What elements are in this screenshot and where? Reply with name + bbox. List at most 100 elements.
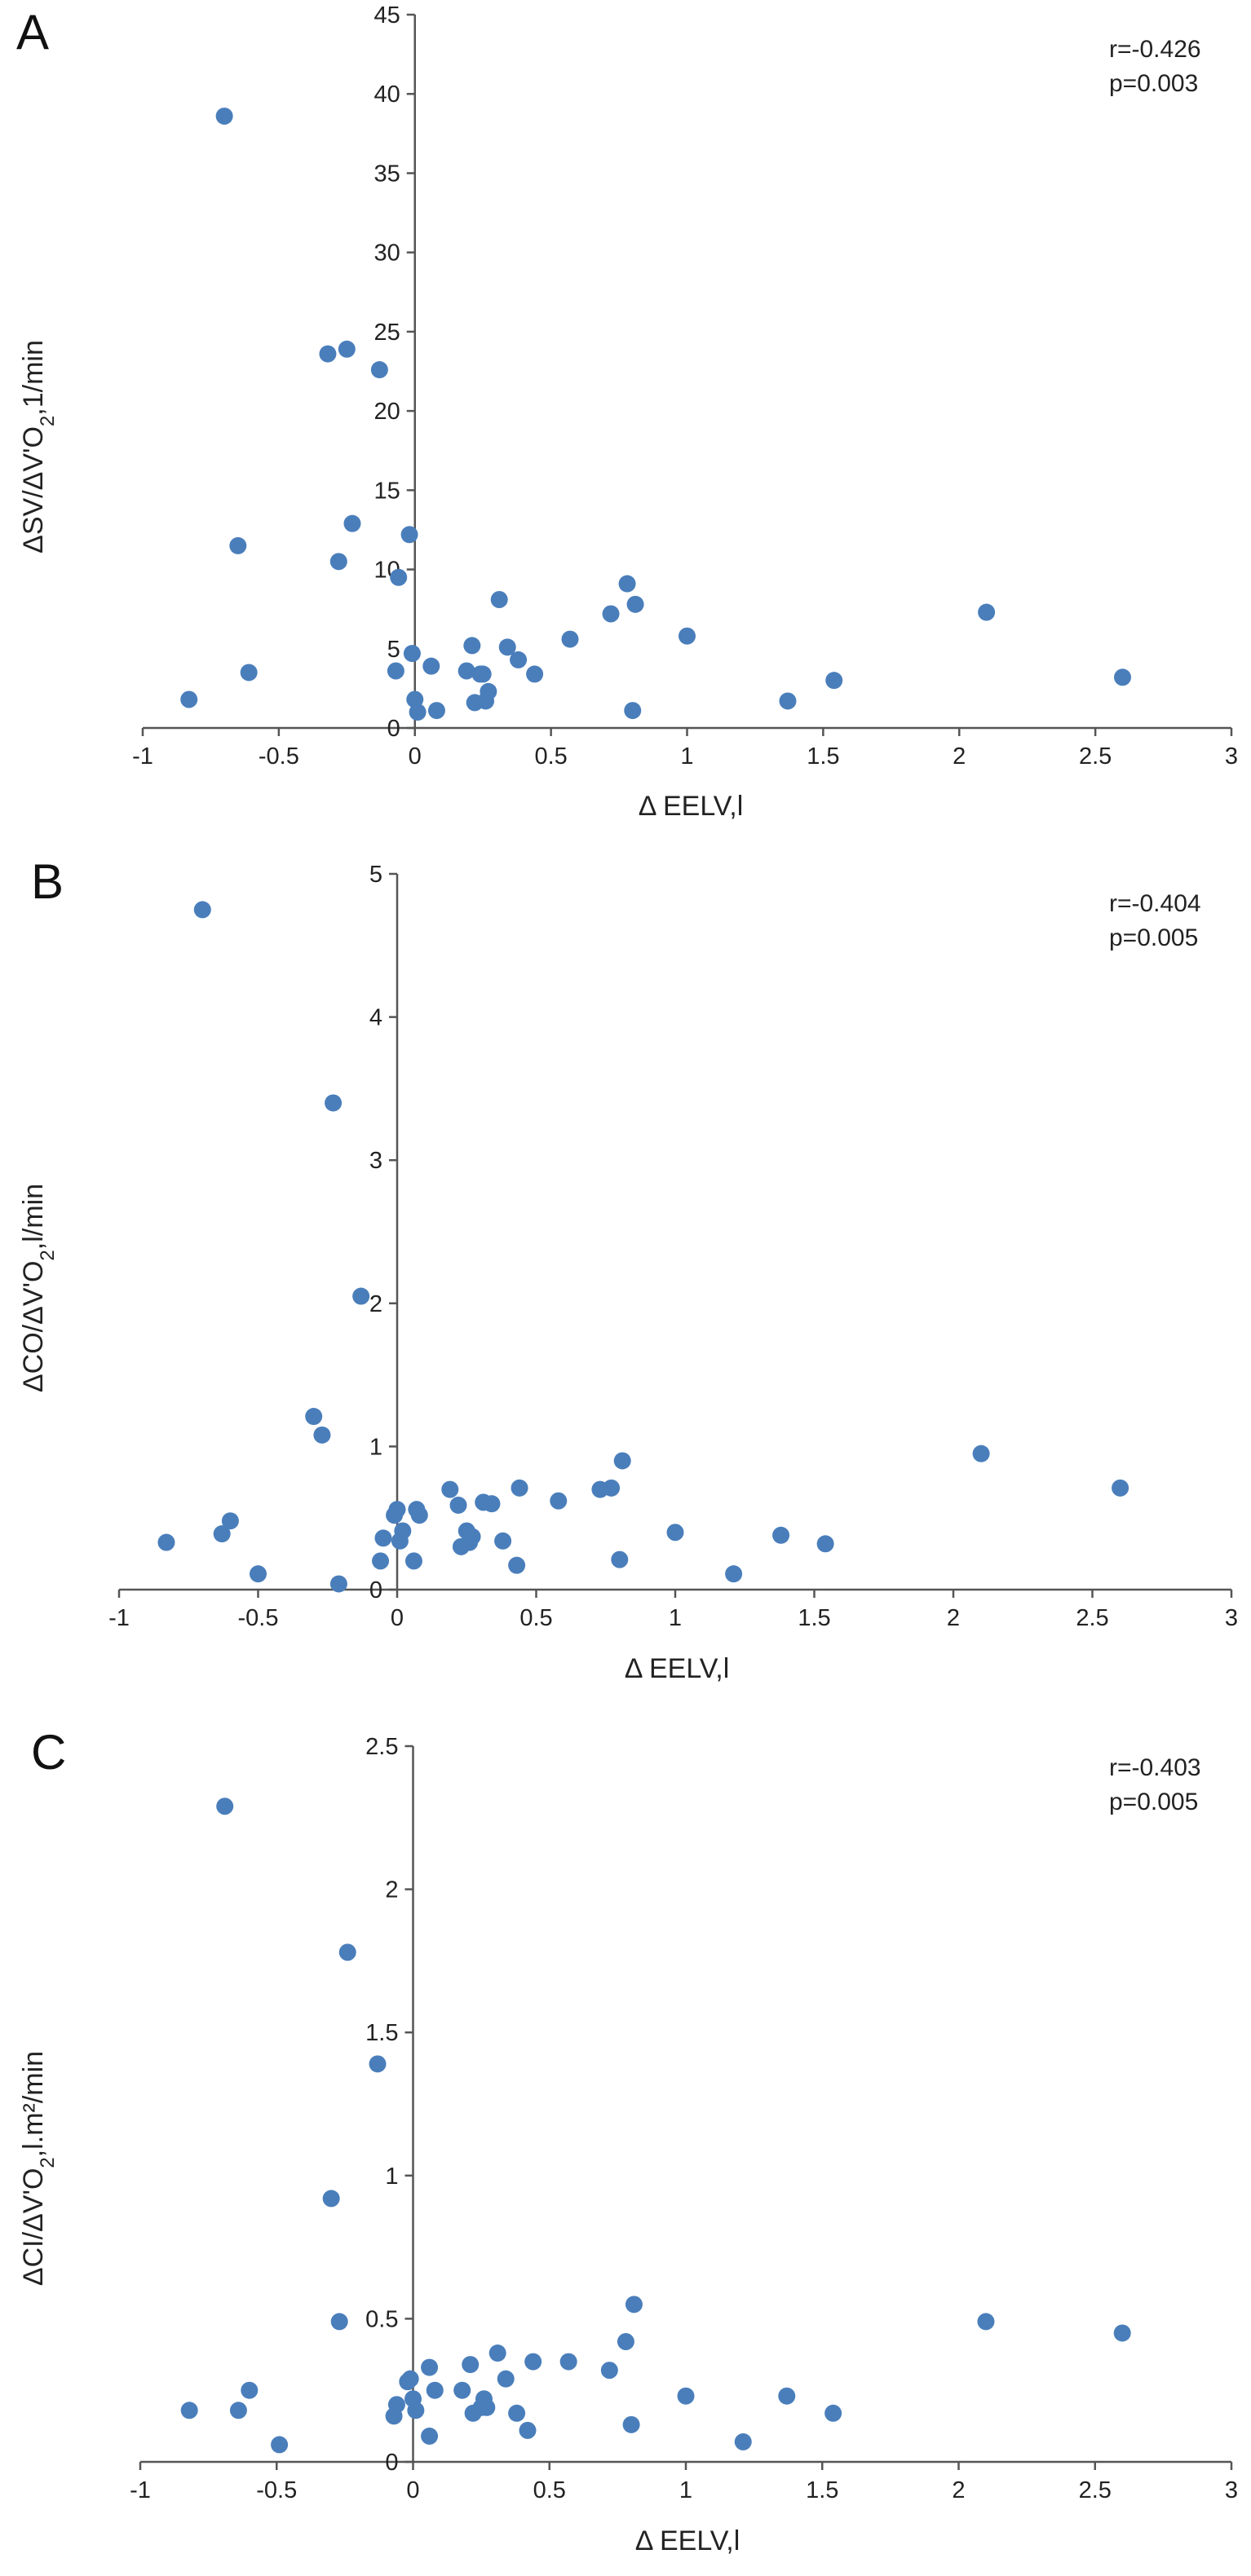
- panel-a-data-point: [319, 345, 337, 363]
- panel-a-data-point: [679, 627, 696, 645]
- panel-a-x-tick-label: 0: [409, 743, 422, 770]
- panel-c-y-tick-label: 0.5: [365, 2306, 398, 2332]
- panel-a-data-point: [498, 638, 516, 656]
- panel-b-data-point: [305, 1408, 323, 1426]
- panel-c-data-point: [338, 1943, 356, 1961]
- panel-c-plot-area: -1 -0.5 0 0.5 1 1.5 2 2.5 3 0 0.5 1 1.5 2 2.5: [130, 1734, 1238, 2503]
- panel-a-y-axis-label: ΔSV/ΔV'O2,1/min: [18, 340, 59, 554]
- panel-c-x-tick-label: -1: [130, 2477, 151, 2503]
- panel-a-x-tick-label: -0.5: [259, 743, 299, 770]
- panel-c-x-tick-label: 2.5: [1079, 2477, 1112, 2503]
- panel-b-x-tick-label: 2.5: [1076, 1605, 1108, 1631]
- panel-a-data-point: [626, 595, 644, 613]
- panel-a-data-point: [510, 651, 528, 668]
- panel-c-data-point: [734, 2433, 752, 2450]
- panel-b-data-point: [394, 1522, 412, 1540]
- panel-b-data-point: [449, 1496, 467, 1514]
- panel-b-y-tick-label: 0: [369, 1577, 382, 1603]
- panel-a-data-point: [490, 591, 508, 608]
- panel-a-data-point: [215, 107, 233, 125]
- panel-c-y-tick-label: 2.5: [365, 1734, 398, 1760]
- panel-a-data-point: [400, 526, 418, 544]
- panel-a-data-point: [329, 553, 347, 571]
- panel-c-data-point: [216, 1797, 234, 1815]
- panel-c-x-tick-label: 2: [952, 2477, 965, 2503]
- panel-b-data-point: [250, 1565, 267, 1583]
- panel-c-data-point: [241, 2381, 259, 2399]
- panel-b-y-tick-label: 2: [369, 1291, 382, 1317]
- panel-c-data-point: [180, 2402, 198, 2419]
- panel-b-data-point: [1112, 1479, 1129, 1497]
- panel-c-data-point: [524, 2353, 542, 2371]
- panel-a-x-tick-label: 2: [953, 743, 966, 770]
- panel-b-data-point: [325, 1094, 343, 1112]
- panel-c-data-point: [1113, 2324, 1131, 2342]
- panel-a-y-tick-label: 35: [374, 161, 400, 187]
- panel-b-x-tick-label: 1: [669, 1605, 682, 1631]
- panel-a-p-annotation: p=0.003: [1109, 70, 1198, 97]
- panel-c-data-point: [421, 2358, 439, 2376]
- panel-c-data-point: [401, 2370, 419, 2388]
- panel-c-x-tick-label: 1: [679, 2477, 692, 2503]
- panel-a-x-axis-label: Δ EELV,l: [639, 791, 744, 822]
- panel-b-x-tick-label: -1: [108, 1605, 130, 1631]
- panel-c-data-point: [421, 2427, 439, 2445]
- panel-b-p-annotation: p=0.005: [1109, 924, 1198, 951]
- panel-a-data-point: [458, 662, 475, 680]
- panel-c-y-tick-label: 2: [385, 1877, 398, 1903]
- panel-b: B r=-0.404 p=0.005 Δ EELV,l ΔCO/ΔV'O2,l/…: [18, 854, 1238, 1684]
- panel-b-data-point: [725, 1565, 743, 1583]
- panel-c-data-point: [497, 2370, 515, 2388]
- panel-a-data-point: [343, 514, 361, 532]
- panel-c-data-point: [462, 2356, 480, 2374]
- panel-a-data-point: [427, 702, 445, 720]
- panel-b-data-point: [329, 1575, 347, 1593]
- panel-c: C r=-0.403 p=0.005 Δ EELV,l ΔCI/ΔV'O2,l.…: [18, 1725, 1238, 2556]
- panel-c-data-point: [426, 2381, 444, 2399]
- panel-b-data-point: [483, 1495, 501, 1513]
- panel-a-y-tick-label: 5: [387, 637, 400, 663]
- panel-c-x-axis-label: Δ EELV,l: [635, 2525, 740, 2556]
- panel-a-data-point: [180, 690, 198, 708]
- panel-b-data-point: [193, 901, 211, 919]
- panel-b-data-point: [372, 1552, 390, 1570]
- panel-a-data-point: [387, 662, 404, 680]
- panel-a-y-tick-label: 0: [387, 716, 400, 742]
- panel-a-x-tick-label: 1: [680, 743, 693, 770]
- panel-c-x-tick-label: 0.5: [533, 2477, 566, 2503]
- panel-b-data-point: [772, 1526, 790, 1544]
- panel-b-data-point: [494, 1532, 512, 1550]
- panel-b-x-tick-label: 0: [391, 1605, 404, 1631]
- panel-a-data-point: [409, 704, 427, 721]
- panel-b-y-tick-label: 4: [369, 1005, 382, 1031]
- panel-c-data-point: [478, 2398, 496, 2416]
- panel-a-y-tick-label: 45: [374, 2, 400, 29]
- panel-a-data-point: [463, 637, 481, 655]
- panel-c-data-point: [625, 2296, 643, 2314]
- panel-b-data-point: [441, 1480, 459, 1498]
- panel-b-data-point: [603, 1479, 621, 1497]
- panel-c-data-point: [271, 2436, 289, 2454]
- panel-a-data-point: [240, 664, 258, 681]
- panel-a-data-point: [403, 645, 421, 663]
- panel-c-y-tick-label: 1.5: [365, 2020, 398, 2046]
- panel-c-y-tick-label: 0: [385, 2450, 398, 2476]
- panel-c-data-point: [600, 2362, 618, 2380]
- panel-b-y-tick-label: 1: [369, 1434, 382, 1460]
- panel-b-x-tick-label: 1.5: [798, 1605, 830, 1631]
- panel-b-r-annotation: r=-0.404: [1109, 890, 1201, 917]
- panel-c-data-point: [977, 2313, 995, 2331]
- panel-c-r-annotation: r=-0.403: [1109, 1754, 1201, 1781]
- panel-a-x-tick-label: 0.5: [534, 743, 567, 770]
- panel-c-data-point: [617, 2332, 634, 2350]
- panel-a-data-point: [480, 682, 497, 700]
- panel-b-y-axis-label: ΔCO/ΔV'O2,l/min: [18, 1184, 59, 1392]
- panel-c-data-point: [778, 2387, 796, 2405]
- panel-a-y-tick-label: 30: [374, 240, 400, 267]
- panel-b-y-tick-label: 3: [369, 1148, 382, 1174]
- panel-b-data-point: [374, 1529, 392, 1547]
- panel-c-y-tick-label: 1: [385, 2164, 398, 2190]
- panel-b-x-tick-label: -0.5: [238, 1605, 279, 1631]
